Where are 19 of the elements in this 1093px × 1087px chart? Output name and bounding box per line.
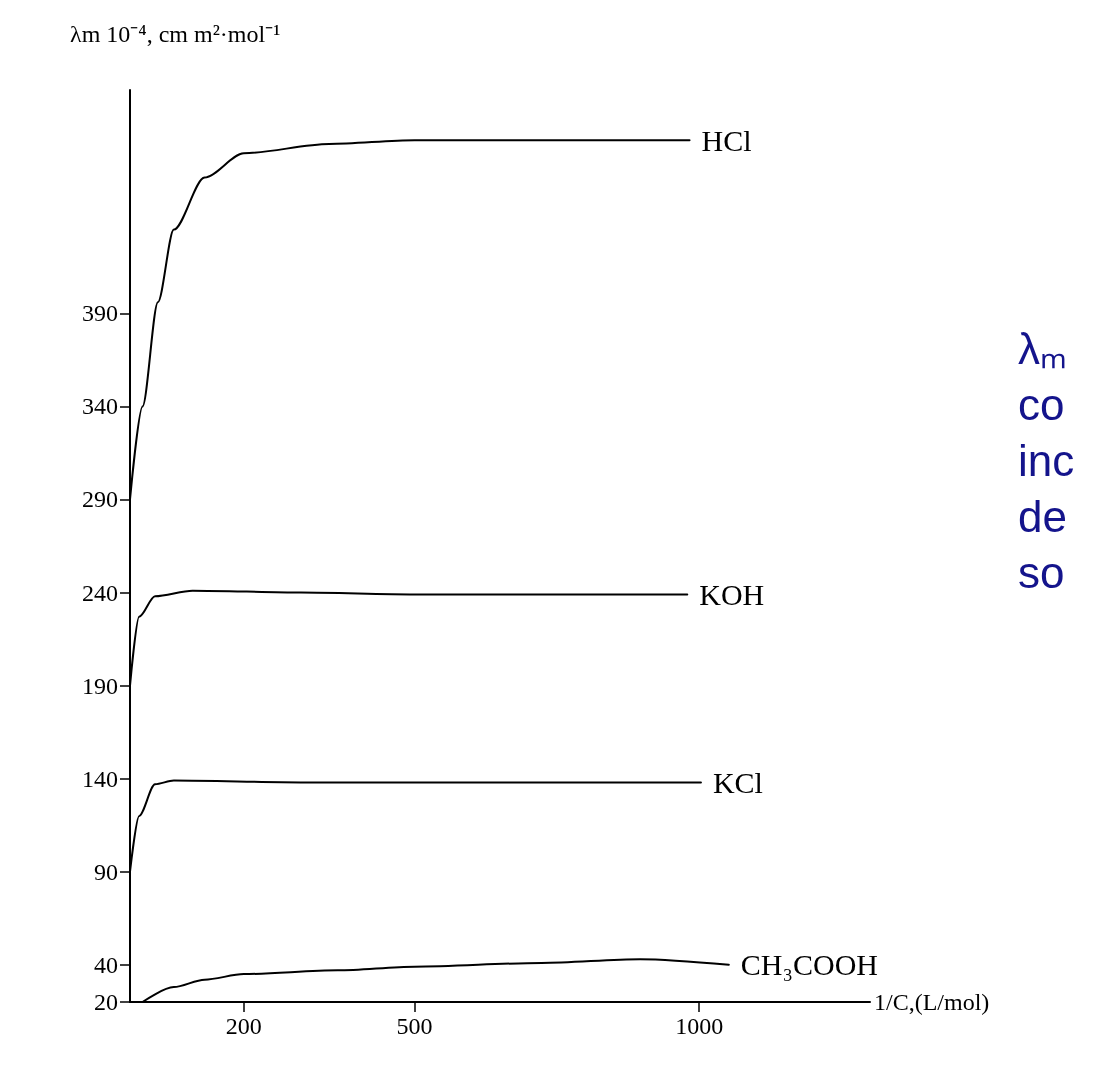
y-tick-label: 390 xyxy=(82,300,118,327)
x-axis-title: 1/C,(L/mol) xyxy=(874,989,990,1015)
series-label: KOH xyxy=(699,577,765,611)
y-tick-label: 240 xyxy=(82,579,118,606)
series-label: KCl xyxy=(712,765,763,799)
y-tick-label: 340 xyxy=(82,393,118,420)
x-tick-label: 200 xyxy=(225,1013,262,1039)
y-tick-label: 90 xyxy=(94,858,118,885)
series-label: HCl xyxy=(701,123,752,157)
y-tick-label: 20 xyxy=(94,989,118,1015)
x-tick-label: 1000 xyxy=(675,1013,724,1039)
y-axis-title: λm 10⁻⁴, cm m²·mol⁻¹ xyxy=(70,21,281,47)
series-label: CH₃COOH xyxy=(740,948,878,982)
text: λₘ co inc de so xyxy=(1018,323,1075,597)
y-tick-label: 290 xyxy=(82,486,118,513)
y-tick-label: 40 xyxy=(94,951,118,978)
y-tick-label: 140 xyxy=(82,765,118,792)
x-tick-label: 500 xyxy=(396,1013,433,1039)
y-tick-label: 190 xyxy=(82,672,118,699)
